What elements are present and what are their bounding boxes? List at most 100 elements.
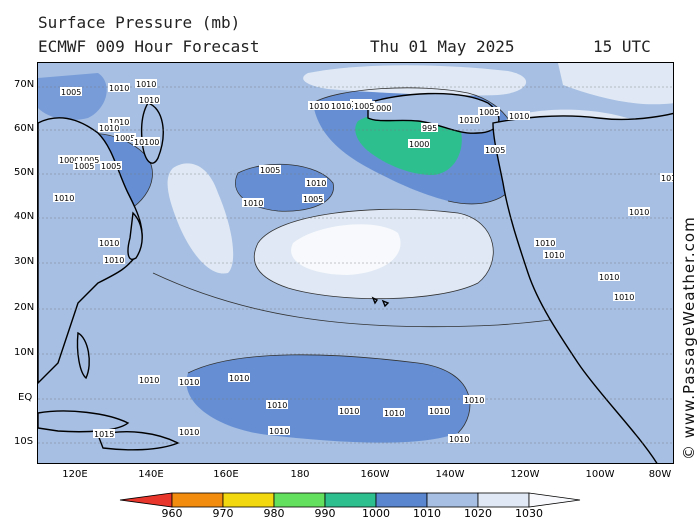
isobar-label-text: 1015 bbox=[94, 430, 114, 439]
isobar-label-text: 1005 bbox=[303, 195, 323, 204]
colorbar-swatch-1 bbox=[171, 492, 224, 508]
isobar-label: 1010 bbox=[508, 111, 530, 121]
isobar-label-text: 1010 bbox=[459, 116, 479, 125]
isobar-labels: 1005101010101010101010101005101010001000… bbox=[53, 79, 674, 444]
lon-label-140e: 140E bbox=[138, 469, 164, 480]
isobar-label-bg bbox=[448, 434, 470, 443]
isobar-label: 1005 bbox=[484, 145, 506, 155]
isobar-label: 1010 bbox=[660, 173, 674, 183]
isobar-label: 1010 bbox=[598, 272, 620, 282]
map-title: Surface Pressure (mb) bbox=[38, 13, 241, 32]
isobar-label-bg bbox=[302, 194, 324, 203]
lat-label-10s: 10S bbox=[14, 436, 34, 447]
colorbar-tick-1030: 1030 bbox=[515, 507, 543, 520]
equatorial-trough bbox=[186, 354, 470, 443]
isobar-label-text: 1005 bbox=[79, 156, 99, 165]
isobar-label-text: 1005 bbox=[61, 88, 81, 97]
isobar-label-bg bbox=[330, 101, 352, 110]
isobar-label-text: 1005 bbox=[260, 166, 280, 175]
lon-label-120e: 120E bbox=[62, 469, 88, 480]
lon-label-140w: 140W bbox=[435, 469, 465, 480]
isobar-label: 1010 bbox=[98, 123, 120, 133]
isobar-label-bg bbox=[78, 155, 100, 164]
isobar-label-bg bbox=[266, 400, 288, 409]
isobar-label-bg bbox=[458, 115, 480, 124]
lat-label-30n: 30N bbox=[14, 256, 35, 267]
lat-label-20n: 20N bbox=[14, 302, 35, 313]
model-forecast-label: ECMWF 009 Hour Forecast bbox=[38, 37, 260, 56]
isobar-label: 1010 bbox=[108, 83, 130, 93]
isobar-label-text: 1010 bbox=[243, 199, 263, 208]
isobar-label: 1000 bbox=[58, 155, 80, 165]
isobar-label-text: 1010 bbox=[99, 239, 119, 248]
colorbar-swatch-3 bbox=[273, 492, 326, 508]
isobar-label-text: 1010 bbox=[661, 174, 674, 183]
isobar-label-bg bbox=[338, 406, 360, 415]
isobar-label-bg bbox=[308, 101, 330, 110]
isobar-label-text: 1000 bbox=[59, 156, 79, 165]
arctic-high bbox=[303, 65, 527, 96]
isobar-label-text: 1010 bbox=[544, 251, 564, 260]
isobar-label: 1010 bbox=[338, 406, 360, 416]
colorbar-tick-970: 970 bbox=[212, 507, 234, 520]
isobar-label: 1005 bbox=[259, 165, 281, 175]
colorbar-tick-1020: 1020 bbox=[464, 507, 492, 520]
isobar-label-bg bbox=[133, 137, 155, 146]
colorbar-swatch-2 bbox=[222, 492, 275, 508]
isobar-label-text: 1005 bbox=[115, 134, 135, 143]
lon-label-100w: 100W bbox=[585, 469, 615, 480]
isobar-label: 1010 bbox=[613, 292, 635, 302]
isobar-label: 1010 bbox=[308, 101, 330, 111]
isobar-label: 1010 bbox=[266, 400, 288, 410]
isobar-label-bg bbox=[259, 165, 281, 174]
isobar-label: 1010 bbox=[98, 238, 120, 248]
isobar-label-bg bbox=[108, 83, 130, 92]
isobar-label-bg bbox=[73, 161, 95, 170]
isobar-label-bg bbox=[135, 79, 157, 88]
isobar-label-text: 1010 bbox=[535, 239, 555, 248]
isobar-label-text: 1005 bbox=[74, 162, 94, 171]
colorbar-tick-980: 980 bbox=[263, 507, 285, 520]
indonesia bbox=[38, 410, 130, 433]
isobar-label-text: 1010 bbox=[464, 396, 484, 405]
isobar-label: 1010 bbox=[428, 406, 450, 416]
asia-coast bbox=[38, 117, 143, 384]
isobar-label: 1010 bbox=[103, 255, 125, 265]
isobar-label: 1010 bbox=[330, 101, 352, 111]
isobar-label-bg bbox=[58, 155, 80, 164]
isobar-label-bg bbox=[463, 395, 485, 404]
isobar-label-text: 1010 bbox=[109, 118, 129, 127]
isobar-label: 1005 bbox=[100, 161, 122, 171]
colorbar-swatch-7 bbox=[477, 492, 530, 508]
west-high bbox=[167, 163, 234, 274]
isobar-label-text: 1010 bbox=[429, 407, 449, 416]
isobar-label-bg bbox=[534, 238, 556, 247]
isobar-label: 1010 bbox=[138, 375, 160, 385]
coastlines bbox=[38, 92, 673, 463]
isobar-label-text: 1005 bbox=[101, 162, 121, 171]
isobar-label-text: 1010 bbox=[104, 256, 124, 265]
lon-label-180: 180 bbox=[290, 469, 310, 480]
isobar-label: 1010 bbox=[463, 395, 485, 405]
hawaii bbox=[371, 296, 390, 308]
isobar-label: 1005 bbox=[60, 87, 82, 97]
isobar-label-bg bbox=[100, 161, 122, 170]
isobar-label-bg bbox=[60, 87, 82, 96]
colorbar-swatch-6 bbox=[426, 492, 479, 508]
colorbar-tick-1010: 1010 bbox=[413, 507, 441, 520]
isobar-label-bg bbox=[178, 427, 200, 436]
forecast-time: 15 UTC bbox=[593, 37, 651, 56]
isobar-label: 1005 bbox=[73, 161, 95, 171]
isobar-label: 1010 bbox=[133, 137, 155, 147]
isobar-label-text: 1010 bbox=[229, 374, 249, 383]
isobar-label-bg bbox=[98, 123, 120, 132]
lat-label-eq: EQ bbox=[18, 392, 33, 403]
colorbar-tick-990: 990 bbox=[314, 507, 336, 520]
isobar-label-bg bbox=[408, 139, 430, 148]
isobar-label-text: 1010 bbox=[179, 428, 199, 437]
north-america bbox=[492, 112, 673, 463]
isobar-label: 1005 bbox=[478, 107, 500, 117]
isobar-label: 1015 bbox=[93, 429, 115, 439]
lon-label-160e: 160E bbox=[213, 469, 239, 480]
kamchatka bbox=[140, 102, 164, 164]
